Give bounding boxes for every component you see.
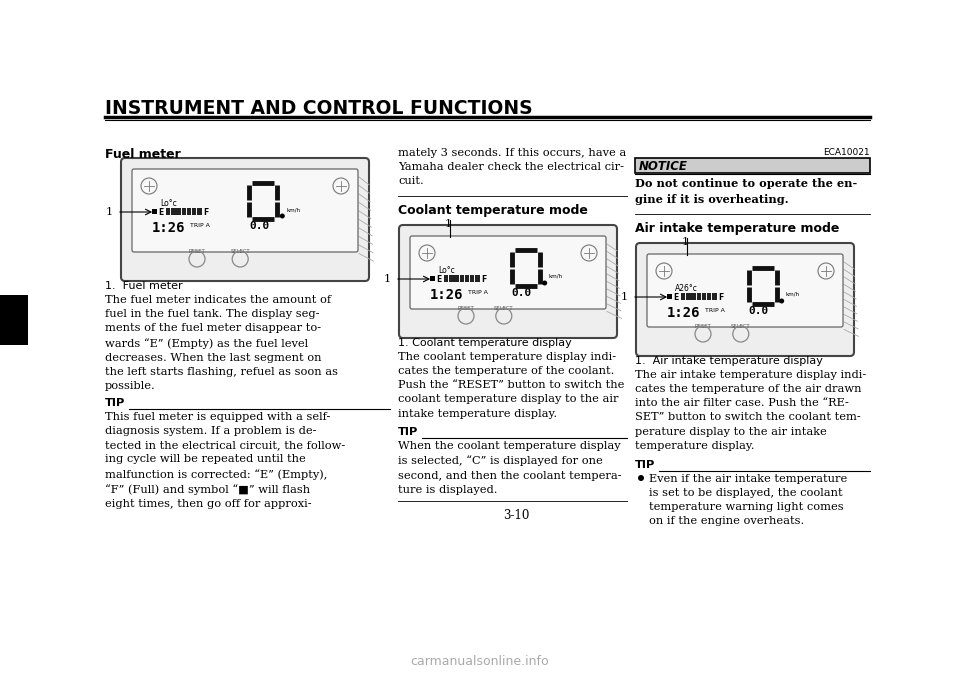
Text: 1: 1 [384, 274, 391, 284]
Text: Air intake temperature mode: Air intake temperature mode [635, 222, 839, 235]
Text: This fuel meter is equipped with a self-
diagnosis system. If a problem is de-
t: This fuel meter is equipped with a self-… [105, 412, 346, 509]
Bar [171, 208, 176, 215]
Text: 1:26: 1:26 [667, 306, 701, 320]
Bar [707, 293, 711, 300]
Text: 1. Coolant temperature display: 1. Coolant temperature display [398, 338, 572, 348]
Bar [465, 275, 469, 282]
Bar [444, 275, 448, 282]
Text: 1: 1 [621, 292, 628, 302]
Text: TIP: TIP [105, 398, 126, 408]
Bar [181, 208, 186, 215]
Text: km/h: km/h [549, 274, 563, 279]
Text: F: F [481, 275, 487, 284]
Text: Even if the air intake temperature
is set to be displayed, the coolant
temperatu: Even if the air intake temperature is se… [649, 474, 848, 527]
Text: 3: 3 [9, 311, 20, 329]
Bar [470, 275, 474, 282]
Text: The coolant temperature display indi-
cates the temperature of the coolant.
Push: The coolant temperature display indi- ca… [398, 352, 624, 418]
Circle shape [279, 214, 285, 218]
Text: TIP: TIP [398, 427, 419, 437]
Bar [197, 208, 202, 215]
Bar [667, 294, 672, 299]
Bar [449, 275, 453, 282]
Text: TRIP A: TRIP A [705, 308, 725, 313]
Text: ECA10021: ECA10021 [824, 148, 870, 157]
Text: INSTRUMENT AND CONTROL FUNCTIONS: INSTRUMENT AND CONTROL FUNCTIONS [105, 98, 533, 117]
FancyBboxPatch shape [132, 169, 358, 252]
Text: TRIP A: TRIP A [190, 223, 210, 228]
Circle shape [638, 475, 644, 481]
Bar [697, 293, 701, 300]
Text: 1: 1 [445, 219, 452, 229]
Text: The fuel meter indicates the amount of
fuel in the fuel tank. The display seg-
m: The fuel meter indicates the amount of f… [105, 295, 338, 391]
Text: E: E [673, 293, 679, 302]
Text: Lo°c: Lo°c [438, 266, 455, 275]
Bar [192, 208, 197, 215]
Text: 1:26: 1:26 [430, 288, 464, 302]
Bar [177, 208, 180, 215]
Text: 0.0: 0.0 [512, 288, 532, 298]
FancyBboxPatch shape [121, 158, 369, 281]
Text: The air intake temperature display indi-
cates the temperature of the air drawn
: The air intake temperature display indi-… [635, 370, 866, 451]
Bar [166, 208, 171, 215]
Text: F: F [718, 293, 724, 302]
Text: 0.0: 0.0 [250, 221, 270, 231]
Bar [430, 276, 435, 281]
Text: 1.  Fuel meter: 1. Fuel meter [105, 281, 182, 291]
Bar [475, 275, 480, 282]
Bar [460, 275, 464, 282]
Text: When the coolant temperature display
is selected, “C” is displayed for one
secon: When the coolant temperature display is … [398, 441, 622, 495]
Bar [187, 208, 191, 215]
Text: Coolant temperature mode: Coolant temperature mode [398, 204, 588, 217]
Circle shape [542, 281, 547, 285]
Text: NOTICE: NOTICE [639, 160, 688, 173]
Bar [712, 293, 716, 300]
Bar [681, 293, 685, 300]
FancyBboxPatch shape [410, 236, 606, 309]
Text: 3-10: 3-10 [503, 509, 530, 522]
FancyBboxPatch shape [636, 243, 854, 356]
Text: 1: 1 [106, 207, 113, 217]
Text: A26°c: A26°c [675, 284, 698, 293]
Text: Do not continue to operate the en-
gine if it is overheating.: Do not continue to operate the en- gine … [635, 178, 857, 205]
Text: RESET: RESET [695, 324, 711, 329]
Bar [635, 158, 870, 173]
Text: TIP: TIP [635, 460, 656, 470]
Text: km/h: km/h [286, 207, 300, 212]
Text: km/h: km/h [785, 292, 800, 297]
FancyBboxPatch shape [399, 225, 617, 338]
Text: 1:26: 1:26 [152, 221, 185, 235]
Bar [0, 295, 28, 345]
Text: TRIP A: TRIP A [468, 290, 488, 295]
Text: 0.0: 0.0 [749, 306, 769, 316]
Text: SELECT: SELECT [494, 306, 514, 311]
Text: RESET: RESET [188, 249, 205, 254]
Bar [691, 293, 696, 300]
Text: Fuel meter: Fuel meter [105, 148, 180, 161]
Bar [454, 275, 459, 282]
Text: E: E [158, 208, 163, 217]
Bar [152, 209, 157, 214]
Text: mately 3 seconds. If this occurs, have a
Yamaha dealer check the electrical cir-: mately 3 seconds. If this occurs, have a… [398, 148, 626, 186]
Text: SELECT: SELECT [731, 324, 751, 329]
Text: 1.  Air intake temperature display: 1. Air intake temperature display [635, 356, 823, 366]
Text: RESET: RESET [458, 306, 474, 311]
Bar [686, 293, 690, 300]
Circle shape [780, 298, 784, 304]
FancyBboxPatch shape [647, 254, 843, 327]
Text: E: E [436, 275, 442, 284]
Text: carmanualsonline.info: carmanualsonline.info [411, 655, 549, 668]
Bar [702, 293, 707, 300]
Text: Lo°c: Lo°c [160, 199, 177, 208]
Text: SELECT: SELECT [230, 249, 250, 254]
Text: F: F [204, 208, 208, 217]
Text: 1: 1 [682, 237, 689, 247]
